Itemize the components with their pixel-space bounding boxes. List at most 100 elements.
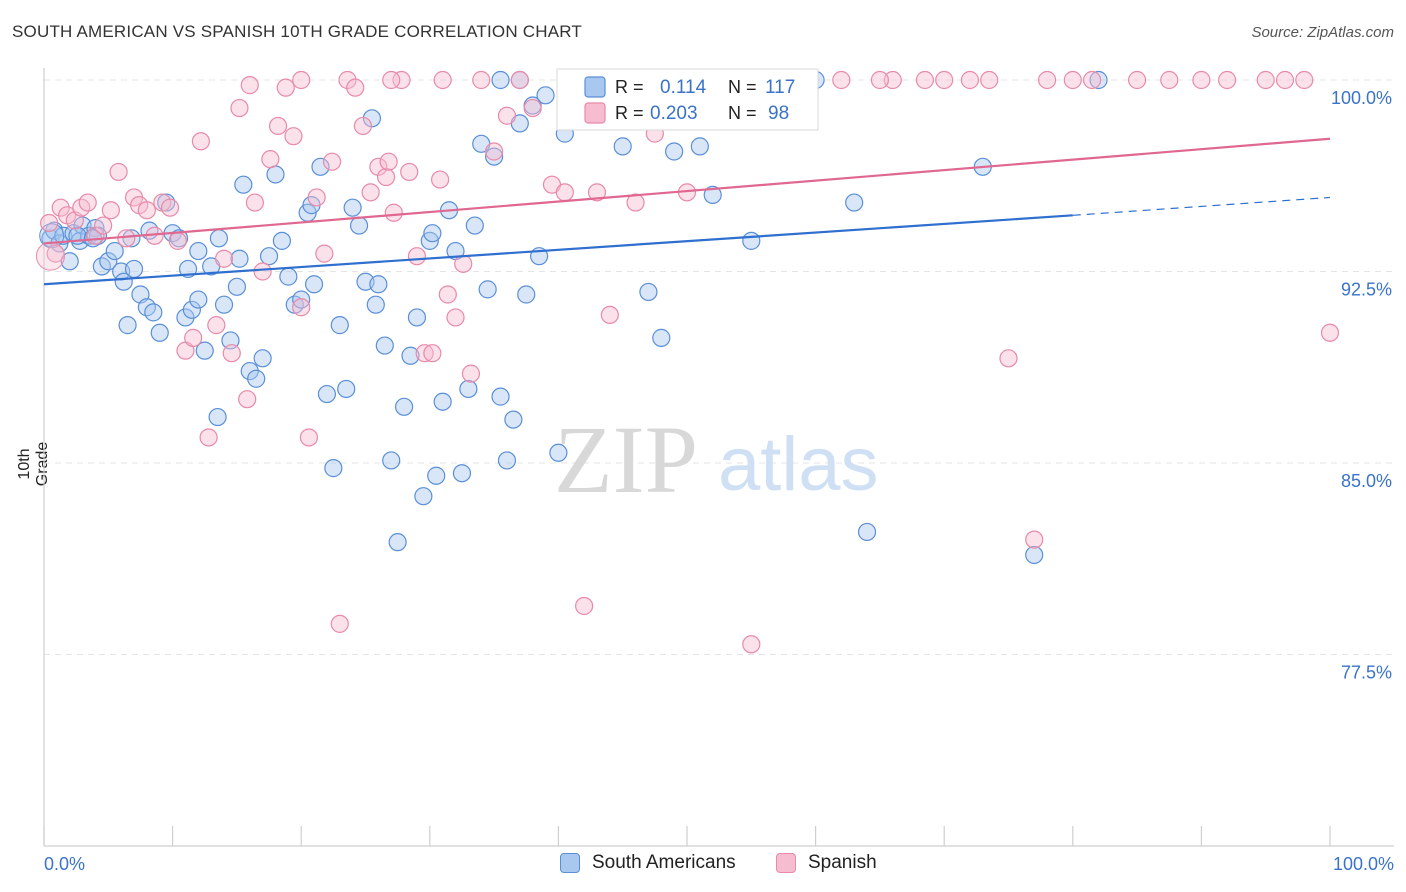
spanish-point: [392, 70, 411, 90]
south-americans-point: [652, 328, 671, 347]
spanish-point: [626, 193, 645, 212]
series-spanish: [35, 70, 1340, 654]
legend-swatch-blue: [584, 76, 606, 98]
spanish-point: [240, 76, 259, 95]
south-americans-point: [478, 280, 497, 299]
south-americans-point: [227, 277, 246, 296]
south-americans-point: [311, 157, 330, 176]
south-americans-point: [266, 165, 285, 184]
south-americans-point: [375, 336, 394, 355]
south-americans-point: [423, 224, 442, 243]
spanish-point: [1192, 70, 1211, 90]
south-americans-point: [742, 231, 761, 250]
south-americans-point: [857, 522, 877, 542]
south-americans-point: [189, 290, 208, 309]
south-americans-point: [124, 259, 144, 279]
south-americans-point: [459, 379, 478, 399]
x-tick-labels: 0.0% 100.0%: [44, 854, 1394, 874]
legend-n-value-pink: 98: [768, 103, 789, 124]
spanish-point: [832, 70, 851, 90]
south-americans-point: [613, 137, 632, 156]
south-americans-point: [259, 247, 279, 266]
legend-label-spanish: Spanish: [808, 852, 877, 873]
stats-legend: R = 0.114 N = 117 R = 0.203 N = 98: [556, 68, 819, 131]
spanish-point: [510, 70, 529, 90]
spanish-point: [199, 428, 218, 447]
spanish-point: [384, 203, 403, 222]
spanish-point: [307, 188, 326, 207]
south-americans-point: [414, 487, 433, 506]
south-americans-point: [279, 267, 298, 286]
south-americans-point: [234, 175, 253, 194]
south-americans-point: [178, 259, 198, 279]
south-americans-point: [401, 346, 420, 365]
south-americans-point: [497, 451, 517, 470]
spanish-point: [222, 344, 241, 363]
legend-swatch-south-americans: [560, 853, 580, 873]
spanish-point: [109, 162, 128, 182]
spanish-point: [415, 344, 434, 363]
south-americans-point: [845, 193, 864, 212]
spanish-point: [1256, 70, 1275, 90]
south-americans-point: [304, 275, 324, 294]
south-americans-point: [330, 316, 349, 335]
spanish-point: [330, 614, 349, 633]
x-tick-label-min: 0.0%: [44, 854, 85, 874]
spanish-point: [238, 390, 257, 409]
south-americans-point: [292, 290, 311, 309]
legend-item-south-americans[interactable]: South Americans: [560, 852, 736, 874]
south-americans-point: [549, 443, 568, 462]
spanish-point: [346, 78, 365, 97]
south-americans-point: [114, 272, 133, 291]
spanish-point: [400, 162, 419, 182]
spanish-point: [461, 364, 481, 383]
trend-lines: [43, 137, 1331, 286]
y-tick-label-0: 77.5%: [1341, 663, 1392, 683]
spanish-point: [870, 70, 890, 90]
spanish-point: [430, 170, 450, 189]
spanish-point: [1218, 70, 1237, 90]
spanish-point: [407, 247, 427, 266]
watermark: ZIP atlas: [554, 406, 879, 513]
south-americans-point: [324, 459, 343, 478]
south-americans-point: [214, 295, 234, 314]
south-americans-point: [536, 86, 555, 105]
south-americans-point: [118, 316, 137, 335]
spanish-point: [523, 98, 542, 118]
south-americans-point: [639, 282, 658, 302]
south-americans-point: [690, 137, 709, 156]
spanish-point: [1127, 70, 1147, 90]
spanish-point: [40, 213, 59, 233]
spanish-point: [587, 183, 607, 202]
y-tick-label-2: 92.5%: [1341, 280, 1392, 300]
south-americans-point: [189, 241, 208, 261]
spanish-point: [742, 635, 761, 654]
south-americans-point: [209, 229, 228, 248]
spanish-point: [268, 116, 288, 136]
y-tick-label-3: 100.0%: [1331, 88, 1392, 108]
spanish-point: [137, 201, 156, 220]
source-label: Source: ZipAtlas.com: [1251, 24, 1394, 41]
south-americans-point: [317, 384, 337, 404]
spanish-point: [1025, 530, 1044, 549]
spanish-point: [472, 70, 491, 90]
spanish-point: [1082, 70, 1102, 90]
legend-item-spanish[interactable]: Spanish: [776, 852, 877, 874]
legend-r-label-blue: R =: [615, 77, 644, 97]
south-americans-point: [60, 252, 79, 271]
spanish-point: [485, 142, 504, 161]
spanish-point: [438, 285, 457, 304]
south-americans-point: [247, 369, 266, 388]
south-americans-point: [272, 231, 292, 250]
x-ticks: [43, 826, 1331, 846]
spanish-point: [253, 262, 272, 281]
watermark-zip: ZIP: [554, 406, 698, 513]
spanish-point: [245, 193, 265, 212]
legend-label-south-americans: South Americans: [592, 852, 736, 873]
spanish-point: [1037, 70, 1057, 90]
spanish-point: [935, 70, 954, 90]
south-americans-point: [407, 308, 427, 327]
trend-line-south-americans-extension: [1072, 196, 1331, 216]
legend-swatch-pink: [584, 102, 606, 124]
